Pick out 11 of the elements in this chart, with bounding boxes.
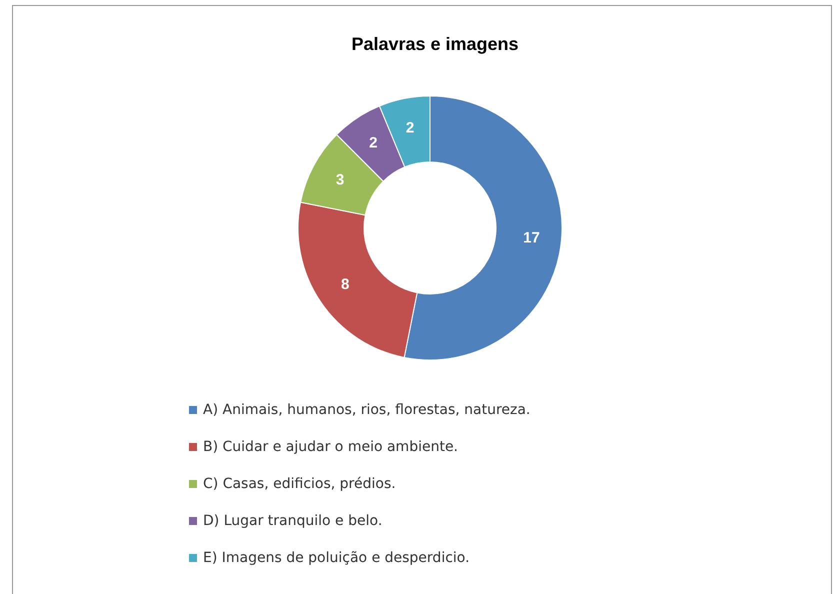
data-label: 3 xyxy=(336,171,344,188)
legend-label: A) Animais, humanos, rios, florestas, natureza. xyxy=(203,402,530,418)
legend-label: D) Lugar tranquilo e belo. xyxy=(203,513,382,529)
data-label: 2 xyxy=(406,119,414,136)
data-label: 17 xyxy=(523,230,540,246)
data-label: 8 xyxy=(341,276,350,294)
legend-label: B) Cuidar e ajudar o meio ambiente. xyxy=(203,439,458,455)
legend-label: C) Casas, edificios, prédios. xyxy=(203,476,396,492)
data-label: 2 xyxy=(369,134,378,152)
chart-title: Palavras e imagens xyxy=(351,34,519,54)
legend-label: E) Imagens de poluição e desperdicio. xyxy=(203,550,470,566)
